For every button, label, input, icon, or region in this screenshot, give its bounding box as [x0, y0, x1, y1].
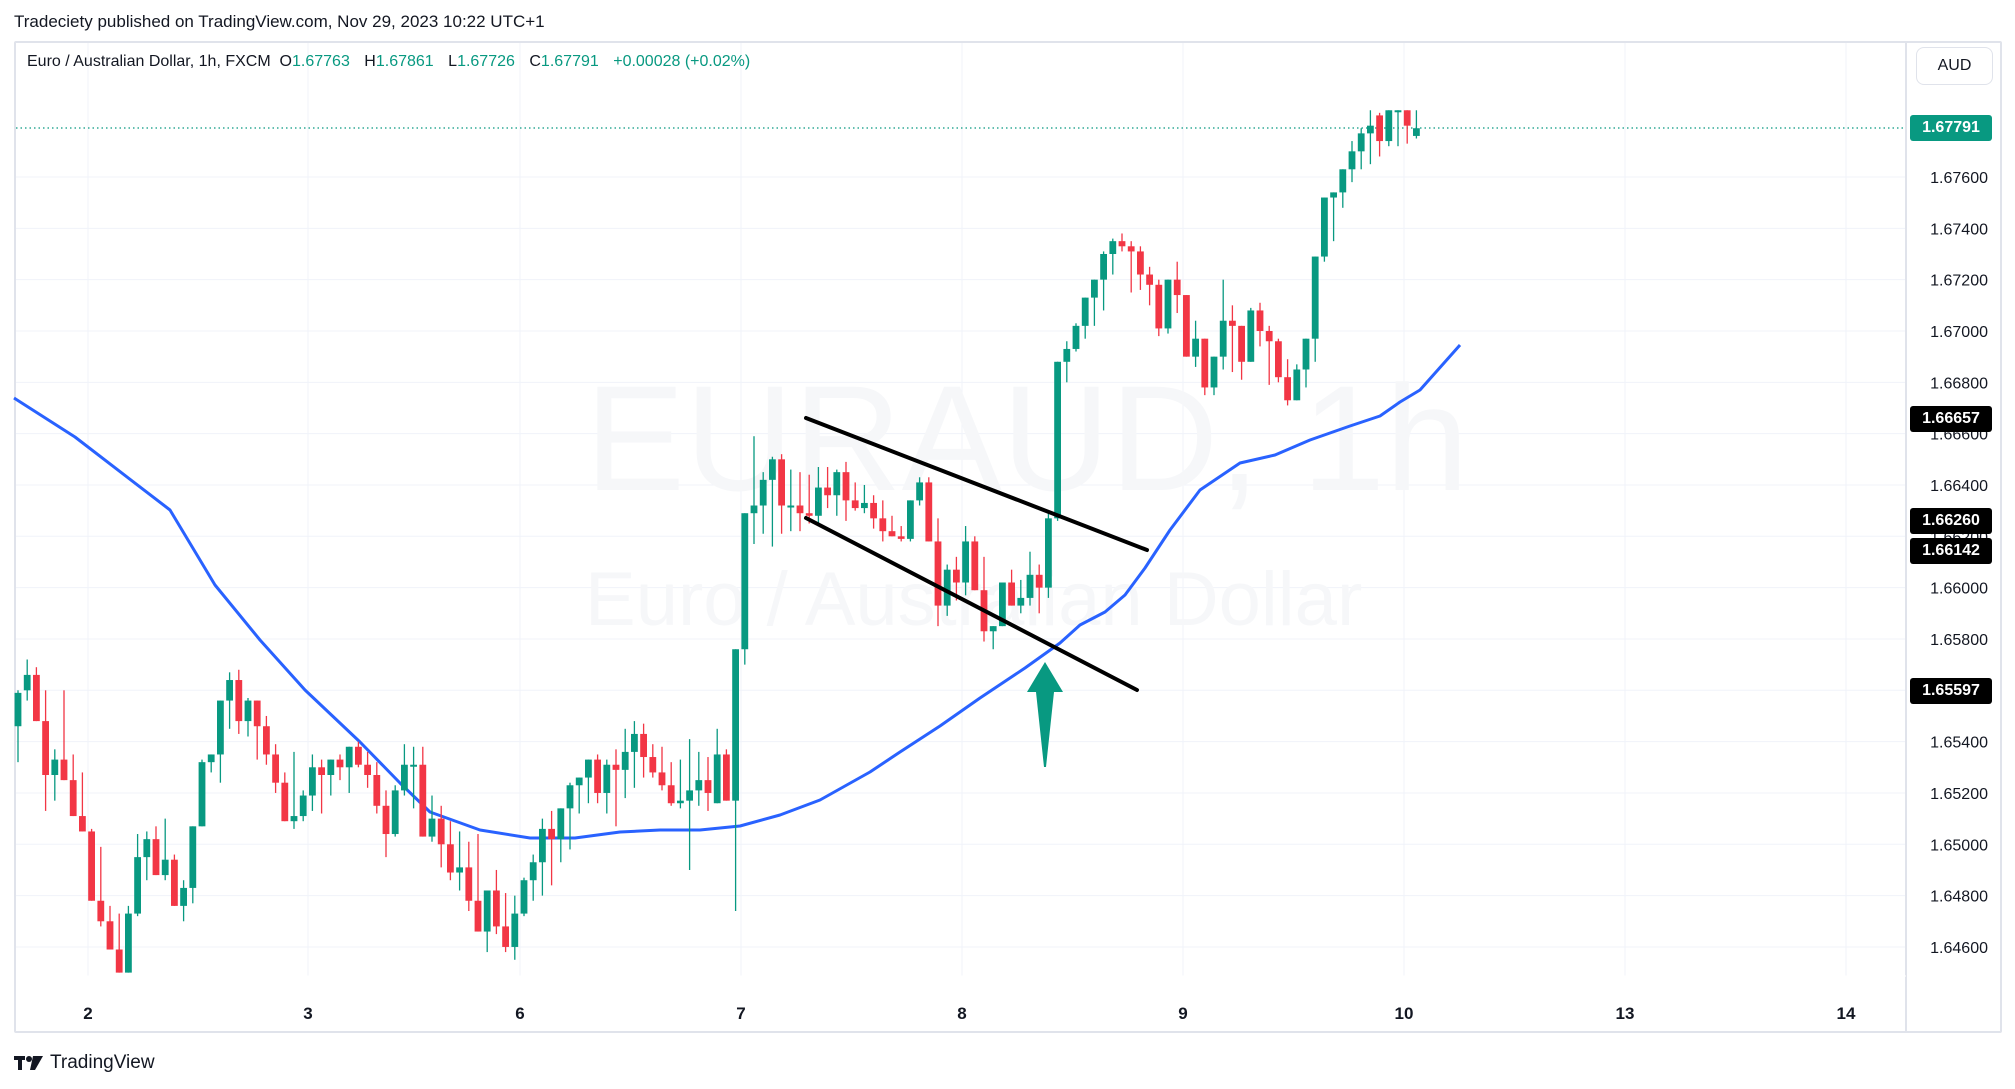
time-axis-label: 2	[83, 1004, 93, 1023]
open-value: 1.67763	[292, 53, 350, 70]
high-value: 1.67861	[375, 53, 434, 70]
svg-text:1.65400: 1.65400	[1930, 735, 1988, 752]
svg-text:1.64800: 1.64800	[1930, 889, 1988, 906]
time-axis-label: 7	[736, 1004, 746, 1023]
svg-text:1.67000: 1.67000	[1930, 324, 1988, 341]
symbol-legend: Euro / Australian Dollar, 1h, FXCM O1.67…	[27, 53, 750, 71]
watermark-symbol: EURAUD, 1h	[585, 354, 1469, 522]
high-label: H	[364, 53, 376, 70]
current-price-tag: 1.67791	[1910, 114, 1992, 141]
flag-upper-trendline[interactable]	[804, 416, 1149, 552]
open-label: O	[279, 53, 292, 70]
chart-frame	[14, 41, 2002, 1033]
svg-text:1.64600: 1.64600	[1930, 940, 1988, 957]
time-axis-label: 14	[1836, 1004, 1856, 1023]
price-level-tag: 1.66260	[1910, 507, 1992, 534]
tradingview-logo[interactable]: TradingView	[14, 1052, 155, 1074]
price-level-tag: 1.66657	[1910, 406, 1992, 433]
brand-name: TradingView	[50, 1052, 155, 1073]
close-value: 1.67791	[540, 53, 599, 70]
grid	[16, 43, 1907, 1031]
time-axis-label: 6	[515, 1004, 525, 1023]
price-level-tag: 1.65597	[1910, 678, 1992, 705]
close-label: C	[529, 53, 541, 70]
time-axis-label: 8	[957, 1004, 967, 1023]
published-caption: Tradeciety published on TradingView.com,…	[14, 12, 545, 31]
currency-button[interactable]: AUD	[1916, 47, 1993, 85]
svg-text:1.65200: 1.65200	[1930, 786, 1988, 803]
up-arrow-icon[interactable]	[1027, 662, 1063, 767]
time-axis-label: 3	[303, 1004, 313, 1023]
symbol-title[interactable]: Euro / Australian Dollar, 1h, FXCM	[27, 53, 271, 70]
flag-lower-trendline[interactable]	[804, 516, 1139, 692]
time-axis-label: 13	[1615, 1004, 1635, 1023]
svg-text:1.65000: 1.65000	[1930, 837, 1988, 854]
candles	[14, 110, 1420, 973]
svg-text:1.66000: 1.66000	[1930, 581, 1988, 598]
svg-text:1.66400: 1.66400	[1930, 478, 1988, 495]
change-value: +0.00028 (+0.02%)	[613, 53, 751, 70]
time-axis-label: 9	[1178, 1004, 1188, 1023]
svg-text:1.65800: 1.65800	[1930, 632, 1988, 649]
moving-average-line	[13, 344, 1462, 840]
price-level-tag: 1.66142	[1910, 538, 1992, 565]
low-label: L	[448, 53, 458, 70]
svg-text:1.66800: 1.66800	[1930, 375, 1988, 392]
tradingview-logo-icon	[14, 1056, 43, 1070]
svg-text:1.67200: 1.67200	[1930, 273, 1988, 290]
svg-text:1.67600: 1.67600	[1930, 170, 1988, 187]
low-value: 1.67726	[457, 53, 515, 70]
svg-text:1.67400: 1.67400	[1930, 221, 1988, 238]
time-axis-label: 10	[1394, 1004, 1414, 1023]
